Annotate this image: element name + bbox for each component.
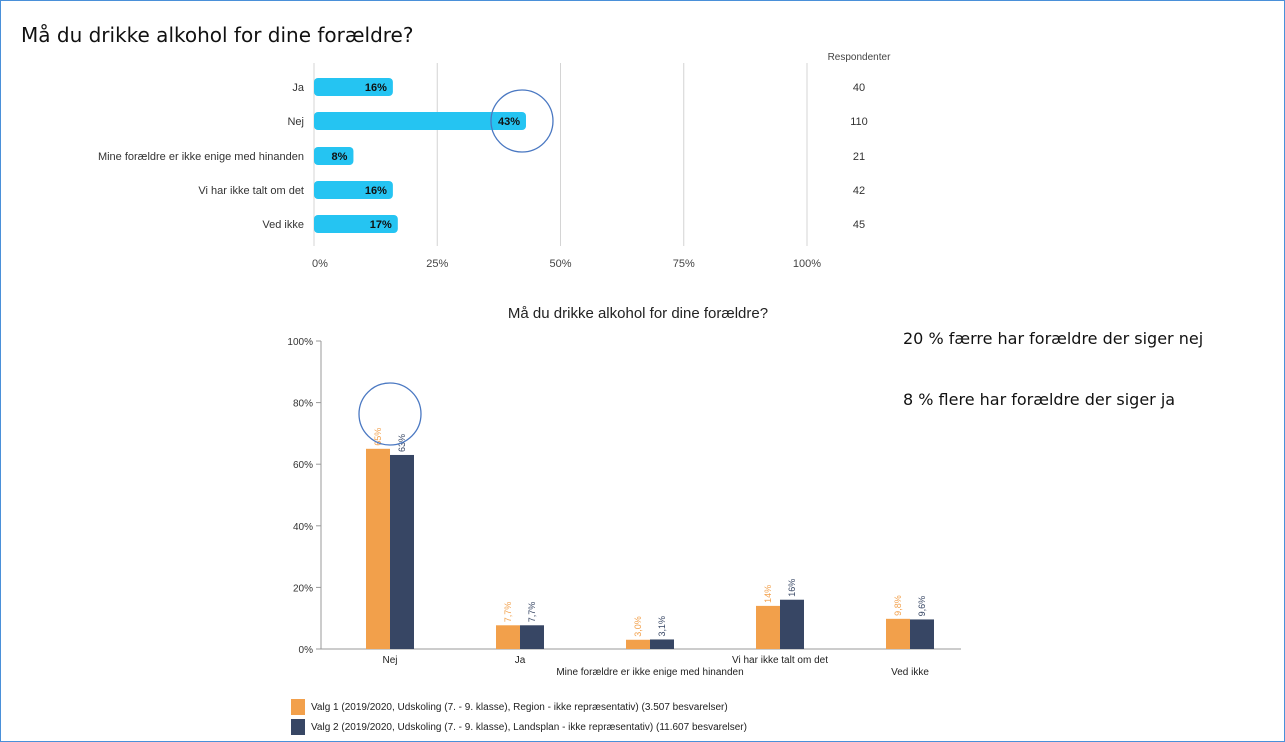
legend-item-series-2: Valg 2 (2019/2020, Udskoling (7. - 9. kl… (291, 719, 747, 735)
category-label: Nej (287, 116, 304, 128)
bar-data-label: 14% (763, 585, 773, 603)
bar-series-1 (496, 625, 520, 649)
bar-value-label: 17% (370, 219, 392, 231)
bar-series-1 (626, 639, 650, 649)
bar-series-2 (910, 619, 934, 649)
bar-data-label: 65% (373, 428, 383, 446)
category-label: Vi har ikke talt om det (198, 185, 304, 197)
bar-data-label: 3,1% (657, 616, 667, 637)
horizontal-bar-chart: 0% 25% 50% 75% 100% Respondenter Ja 16% 40 Nej 43%… (98, 52, 891, 270)
page-title: Må du drikke alkohol for dine forældre? (21, 23, 414, 47)
bar-value-label: 8% (332, 151, 348, 163)
x-category-label: Ja (515, 655, 526, 666)
legend-swatch-series-1 (291, 699, 305, 715)
y-tick-label: 60% (293, 460, 313, 471)
bar-data-label: 9,8% (893, 595, 903, 616)
bar-series-2 (650, 639, 674, 649)
highlight-circle (490, 89, 554, 153)
respondent-count: 110 (850, 116, 868, 128)
annotation-note-more-yes: 8 % flere har forældre der siger ja (903, 390, 1176, 409)
x-tick-label: 50% (549, 258, 571, 270)
x-category-label: Mine forældre er ikke enige med hinanden (556, 667, 743, 678)
respondent-count: 45 (853, 219, 865, 231)
y-tick-label: 80% (293, 399, 313, 410)
legend-swatch-series-2 (291, 719, 305, 735)
bar-data-label: 7,7% (527, 602, 537, 623)
x-tick-label: 25% (426, 258, 448, 270)
x-tick-label: 100% (793, 258, 821, 270)
bar-value-label: 43% (498, 116, 520, 128)
chart-title: Må du drikke alkohol for dine forældre? (508, 305, 768, 322)
x-tick-label: 75% (673, 258, 695, 270)
y-tick-label: 100% (287, 337, 313, 348)
respondent-count: 21 (853, 151, 865, 163)
category-label: Mine forældre er ikke enige med hinanden (98, 151, 304, 163)
bar-value-label: 16% (365, 82, 387, 94)
bar-data-label: 9,6% (917, 596, 927, 617)
bar (314, 78, 393, 96)
bar-data-label: 7,7% (503, 602, 513, 623)
bar-data-label: 3,0% (633, 616, 643, 637)
category-label: Ved ikke (262, 219, 304, 231)
bar (314, 215, 398, 233)
y-tick-label: 40% (293, 522, 313, 533)
x-category-label: Ved ikke (891, 667, 929, 678)
x-category-label: Vi har ikke talt om det (732, 655, 828, 666)
legend-label-series-2: Valg 2 (2019/2020, Udskoling (7. - 9. kl… (311, 721, 747, 733)
bar (314, 181, 393, 199)
bar-value-label: 16% (365, 185, 387, 197)
bar-data-label: 16% (787, 579, 797, 597)
respondent-count: 42 (853, 185, 865, 197)
annotation-note-fewer-no: 20 % færre har forældre der siger nej (903, 329, 1204, 348)
category-label: Ja (292, 82, 305, 94)
bar-series-1 (366, 448, 390, 649)
bar (314, 112, 526, 130)
bar-series-1 (756, 605, 780, 649)
highlight-circle (358, 382, 422, 446)
legend-item-series-1: Valg 1 (2019/2020, Udskoling (7. - 9. kl… (291, 699, 728, 715)
bar-series-2 (780, 599, 804, 649)
legend-label-series-1: Valg 1 (2019/2020, Udskoling (7. - 9. kl… (311, 701, 728, 713)
respondents-header: Respondenter (828, 52, 891, 63)
bar-series-1 (886, 618, 910, 649)
bar-series-2 (520, 625, 544, 649)
y-tick-label: 20% (293, 583, 313, 594)
x-category-label: Nej (382, 655, 397, 666)
x-tick-label: 0% (312, 258, 328, 270)
bar-series-2 (390, 454, 414, 649)
y-tick-label: 0% (299, 645, 314, 656)
respondent-count: 40 (853, 82, 865, 94)
bar (314, 147, 354, 165)
